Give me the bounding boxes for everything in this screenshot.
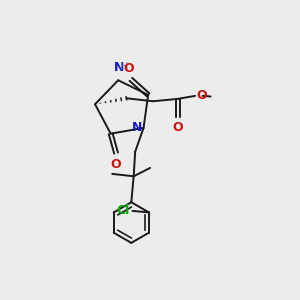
Text: O: O: [196, 89, 207, 102]
Text: N: N: [132, 121, 142, 134]
Text: O: O: [123, 62, 134, 75]
Text: O: O: [172, 121, 183, 134]
Text: O: O: [111, 158, 122, 171]
Text: Cl: Cl: [117, 204, 130, 217]
Text: N: N: [114, 61, 124, 74]
Text: H: H: [120, 62, 128, 72]
